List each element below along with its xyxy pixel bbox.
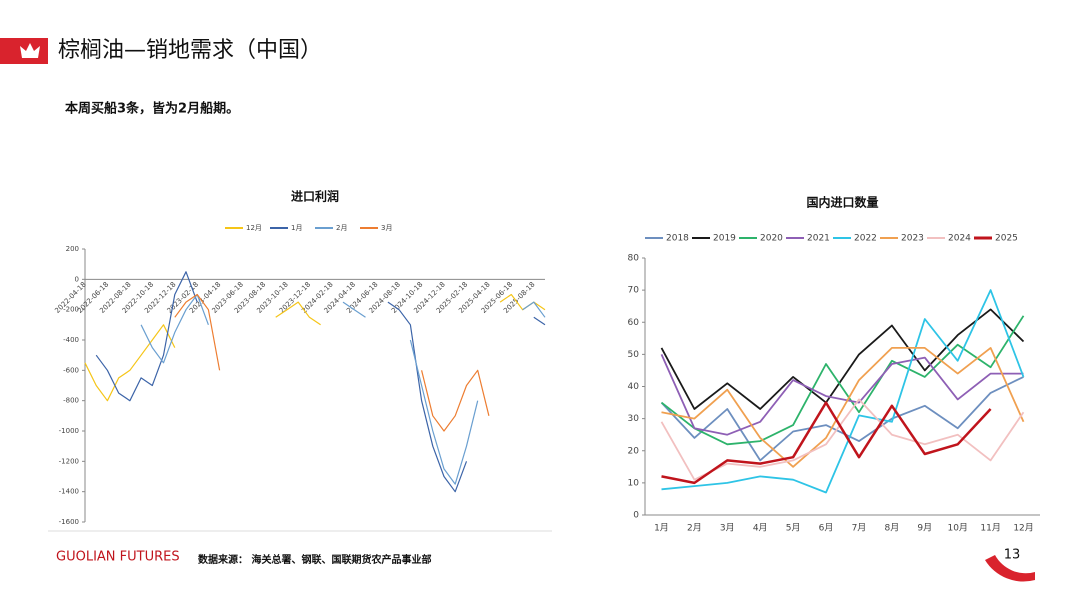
- chart-title: 国内进口数量: [806, 195, 878, 210]
- y-tick-label: 40: [628, 382, 640, 392]
- legend-label: 2月: [336, 224, 347, 232]
- series-line: [661, 289, 1025, 494]
- slide-subtitle: 本周买船3条，皆为2月船期。: [65, 101, 239, 117]
- legend-label: 1月: [291, 224, 302, 232]
- y-tick-label: 0: [633, 511, 639, 521]
- chart-title: 进口利润: [291, 189, 339, 204]
- series-line: [660, 354, 1024, 436]
- legend-label: 2023: [901, 234, 924, 244]
- legend-label: 2020: [760, 234, 783, 244]
- page-number: 13: [1004, 548, 1021, 563]
- series-line: [661, 347, 1025, 468]
- series-line: [140, 293, 546, 485]
- series-line: [660, 308, 1025, 410]
- y-tick-label: 60: [628, 318, 640, 328]
- x-tick-label: 6月: [819, 523, 834, 534]
- y-tick-label: -1200: [59, 457, 79, 465]
- brand: GUOLIAN FUTURES: [56, 550, 180, 565]
- y-tick-label: 10: [628, 478, 640, 488]
- legend-label: 2021: [807, 234, 830, 244]
- y-tick-label: -400: [63, 336, 79, 344]
- y-tick-label: 80: [628, 254, 640, 264]
- y-tick-label: 70: [628, 286, 640, 296]
- legend-label: 2022: [854, 234, 877, 244]
- legend-label: 2018: [666, 234, 689, 244]
- x-tick-label: 1月: [654, 523, 669, 534]
- series-line: [84, 293, 546, 402]
- legend-label: 2019: [713, 234, 736, 244]
- series-line: [661, 401, 992, 485]
- x-tick-label: 8月: [885, 523, 900, 534]
- x-tick-label: 10月: [947, 523, 967, 534]
- legend-label: 12月: [246, 224, 262, 232]
- legend-label: 2025: [995, 234, 1018, 244]
- source-note: 数据来源： 海关总署、钢联、国联期货农产品事业部: [198, 553, 431, 566]
- series-line: [95, 271, 546, 493]
- legend-label: 3月: [381, 224, 392, 232]
- y-tick-label: -800: [63, 397, 79, 405]
- y-tick-label: -200: [63, 306, 79, 314]
- legend-label: 2024: [948, 234, 971, 244]
- y-tick-label: -600: [63, 366, 79, 374]
- y-tick-label: 0: [75, 275, 79, 283]
- y-tick-label: -1600: [59, 518, 79, 526]
- x-tick-label: 12月: [1013, 523, 1033, 534]
- y-tick-label: -1000: [59, 427, 79, 435]
- series-line: [660, 376, 1024, 462]
- series-line: [174, 293, 490, 432]
- y-tick-label: 200: [66, 245, 79, 253]
- y-tick-label: -1400: [59, 488, 79, 496]
- page-swoosh: [985, 555, 1035, 582]
- x-tick-label: 3月: [720, 523, 735, 534]
- slide-title: 棕榈油—销地需求（中国）: [58, 38, 322, 63]
- x-tick-label: 11月: [980, 523, 1000, 534]
- y-tick-label: 30: [628, 414, 640, 424]
- y-tick-label: 50: [628, 350, 640, 360]
- x-tick-label: 2月: [687, 523, 702, 534]
- y-tick-label: 20: [628, 446, 640, 456]
- x-tick-label: 4月: [753, 523, 768, 534]
- x-tick-label: 5月: [786, 523, 801, 534]
- crown-icon: [20, 43, 40, 58]
- x-tick-label: 7月: [852, 523, 867, 534]
- x-tick-label: 9月: [917, 523, 932, 534]
